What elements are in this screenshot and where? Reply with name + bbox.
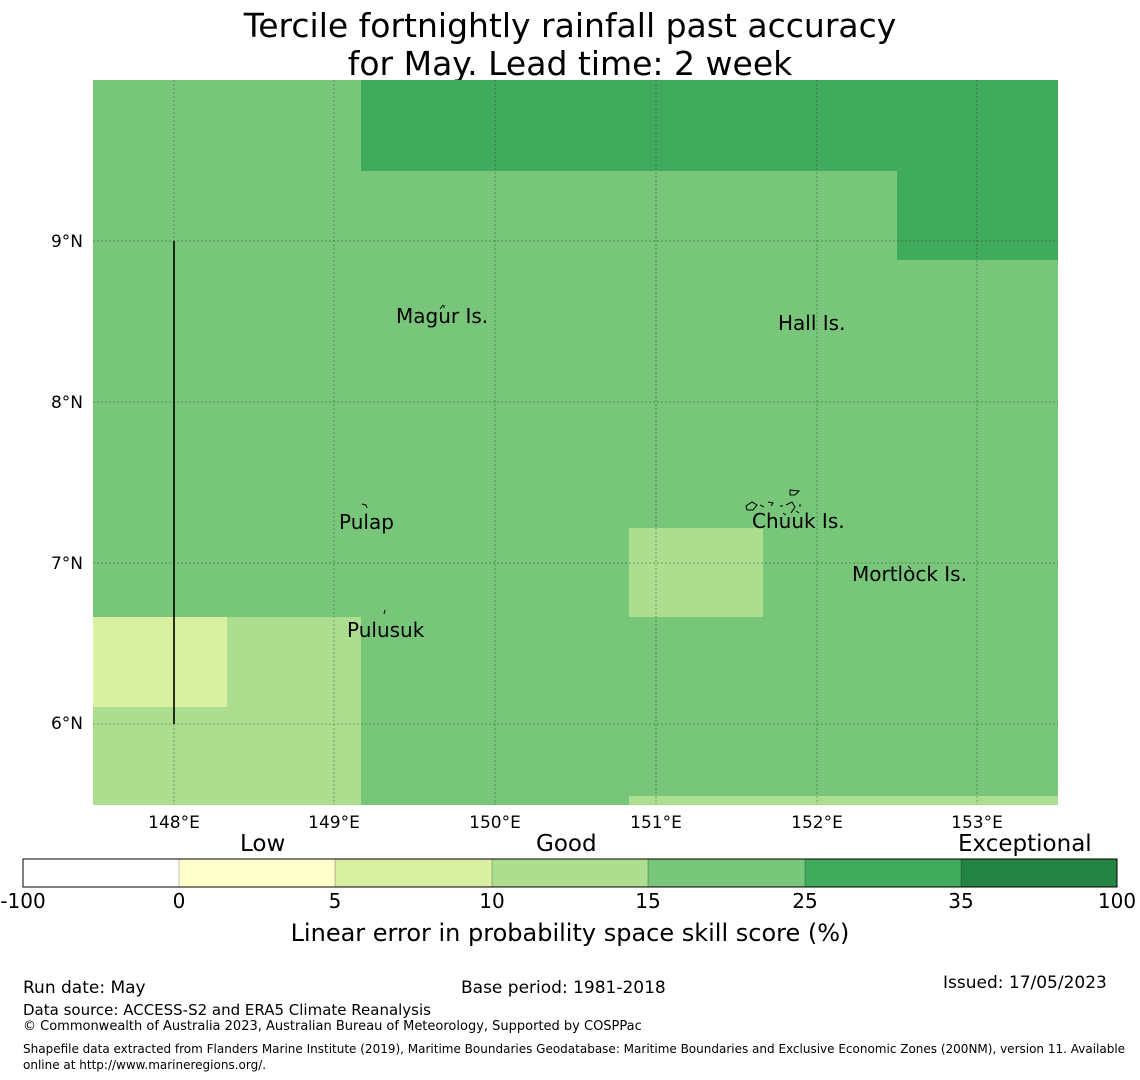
- island-outline-chuuk-south: [782, 512, 787, 516]
- skill-cell: [361, 80, 1058, 171]
- skill-cell: [629, 528, 763, 617]
- run-date: Run date: May: [23, 978, 146, 998]
- colorbar-tick: 35: [948, 889, 973, 913]
- shapefile-credit: Shapefile data extracted from Flanders M…: [23, 1042, 1126, 1072]
- colorbar-tick: 15: [635, 889, 660, 913]
- island-outline-pulap: [361, 503, 368, 509]
- skill-map: Magur Is. Hall Is. Pulap Chuuk Is. Mortl…: [0, 80, 1136, 913]
- colorbar-tick: 25: [792, 889, 817, 913]
- legend-category-low: Low: [240, 831, 286, 857]
- lon-label: 153°E: [951, 813, 1003, 833]
- island-label-hall: Hall Is.: [778, 311, 845, 335]
- lon-label: 148°E: [148, 813, 200, 833]
- colorbar-bin: [805, 859, 961, 887]
- lon-label: 151°E: [630, 813, 682, 833]
- colorbar-tick: -100: [0, 889, 45, 913]
- data-source: Data source: ACCESS-S2 and ERA5 Climate …: [23, 1001, 431, 1019]
- colorbar: -100 0 5 10 15 25 35 100: [0, 858, 1136, 913]
- colorbar-bin: [961, 859, 1117, 887]
- map-plot-area: Magur Is. Hall Is. Pulap Chuuk Is. Mortl…: [93, 80, 1058, 805]
- issued-date: Issued: 17/05/2023: [943, 973, 1107, 993]
- skill-cell: [897, 171, 1058, 260]
- colorbar-tick: 100: [1098, 889, 1136, 913]
- base-period: Base period: 1981-2018: [461, 978, 666, 998]
- island-outline-pulusuk: [383, 609, 386, 615]
- legend-category-good: Good: [536, 831, 597, 857]
- island-outline-mortlock: [907, 565, 912, 570]
- colorbar-bin: [492, 859, 648, 887]
- legend-category-exceptional: Exceptional: [958, 831, 1092, 857]
- map-title-line-2: for May. Lead time: 2 week: [347, 44, 793, 83]
- colorbar-tick: 0: [173, 889, 186, 913]
- colorbar-bin: [335, 859, 492, 887]
- island-label-mortlock: Mortlock Is.: [852, 562, 967, 586]
- colorbar-bin: [179, 859, 335, 887]
- lon-label: 150°E: [469, 813, 521, 833]
- lat-label: 7°N: [51, 554, 83, 574]
- lat-label: 6°N: [51, 714, 83, 734]
- island-label-magur: Magur Is.: [396, 304, 488, 328]
- skill-cell: [629, 796, 1058, 805]
- island-outlines: [361, 304, 912, 615]
- colorbar-bin: [23, 859, 179, 887]
- lat-label: 9°N: [51, 232, 83, 252]
- colorbar-bin: [648, 859, 805, 887]
- lon-label: 152°E: [791, 813, 843, 833]
- island-label-pulusuk: Pulusuk: [347, 618, 425, 642]
- skill-cell: [93, 617, 227, 707]
- island-outline-chuuk: [745, 489, 801, 514]
- island-label-chuuk: Chuuk Is.: [752, 509, 845, 533]
- island-label-pulap: Pulap: [339, 510, 394, 534]
- colorbar-tick: 5: [329, 889, 342, 913]
- lon-label: 149°E: [308, 813, 360, 833]
- island-outline-magur: [439, 304, 445, 310]
- lat-label: 8°N: [51, 393, 83, 413]
- map-title-line-1: Tercile fortnightly rainfall past accura…: [243, 6, 897, 45]
- copyright: © Commonwealth of Australia 2023, Austra…: [23, 1019, 642, 1034]
- colorbar-frame: [22, 858, 1118, 888]
- colorbar-tick: 10: [479, 889, 504, 913]
- colorbar-title: Linear error in probability space skill …: [290, 919, 850, 947]
